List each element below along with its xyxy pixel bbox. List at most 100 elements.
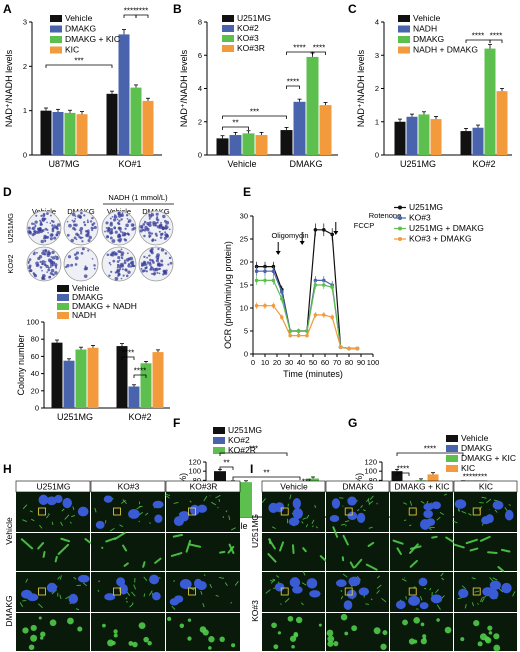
x-tick-label: 50 (309, 358, 317, 367)
mitochondria-strand (301, 521, 304, 524)
culture-well (138, 210, 174, 246)
colony-dot (160, 248, 165, 252)
mitochondria-strand (356, 508, 360, 512)
significance-label: **** (475, 473, 487, 482)
bar-dmakg-1 (128, 386, 140, 408)
mitochondria-strand (492, 577, 498, 581)
y-axis-label: NAD⁺/NADH levels (356, 49, 366, 127)
colony-dot (125, 258, 130, 262)
bar-nadh-0 (87, 347, 99, 408)
y-tick-label: 3 (23, 18, 27, 27)
colony-dot (71, 212, 76, 217)
mitochondria-strand (97, 589, 100, 593)
colony-dot (125, 274, 129, 278)
nucleus (348, 576, 361, 587)
bar-dmakg-0 (63, 360, 75, 408)
colony-dot (121, 231, 124, 234)
mitochondria-strand (403, 519, 407, 521)
mitochondria-strand (363, 509, 366, 512)
column-header: DMAKG + KIC (394, 482, 449, 492)
colony-dot (165, 269, 168, 272)
significance-bracket (219, 466, 234, 470)
mitochondria-strand (376, 502, 378, 505)
mitochondria-fragment (77, 626, 83, 632)
mitochondria-fragment (436, 618, 440, 622)
colony-dot (81, 247, 85, 251)
y-tick-label: 40 (31, 369, 39, 378)
colony-dot (87, 239, 91, 243)
legend-marker (398, 205, 402, 210)
colony-dot (112, 259, 116, 263)
y-axis-label: Colony number (16, 334, 26, 395)
mitochondria-strand (360, 505, 363, 509)
colony-dot (158, 230, 161, 233)
nucleus (489, 580, 501, 590)
legend-label: U251MG (409, 202, 443, 212)
mitochondria-strand (203, 495, 208, 502)
colony-dot (132, 226, 136, 230)
mitochondria-strand (173, 580, 176, 582)
colony-dot (154, 232, 158, 236)
legend-marker (398, 237, 402, 241)
colony-dot (46, 271, 49, 273)
mitochondria-fragment (444, 626, 452, 634)
colony-dot (119, 230, 122, 233)
mitochondria-fragment (344, 631, 349, 636)
colony-dot (149, 258, 152, 262)
row-label: DMAKG (4, 595, 14, 626)
colony-dot (32, 226, 36, 230)
mitochondria-strand (261, 498, 266, 503)
colony-dot (33, 273, 36, 276)
nucleus (118, 583, 128, 595)
y-tick-label: 20 (31, 386, 39, 395)
mitochondria-strand (31, 518, 35, 522)
mitochondria-strand (356, 575, 361, 581)
mitochondria-fragment (485, 637, 492, 644)
bar-vehicle-1 (460, 131, 472, 155)
mitochondria-fragment (128, 641, 134, 646)
colony-dot (73, 228, 77, 231)
mitochondria-strand (164, 494, 170, 499)
nucleus (309, 590, 321, 598)
micrograph (166, 572, 240, 612)
mitochondria-fragment (40, 636, 44, 640)
colony-dot (162, 214, 166, 219)
mitochondria-tubule (142, 561, 146, 568)
colony-dot (140, 267, 143, 270)
colony-dot (125, 213, 129, 217)
mitochondria-fragment (22, 627, 29, 634)
nucleus (77, 506, 89, 517)
colony-dot (41, 260, 46, 264)
colony-dot (44, 260, 47, 263)
row-label: KO#3 (250, 600, 260, 622)
nucleus (128, 509, 140, 519)
colony-dot (52, 264, 54, 267)
colony-dot (146, 256, 149, 259)
category-label: DMAKG (289, 159, 322, 169)
colony-dot (40, 221, 43, 224)
y-tick-label: 0 (23, 151, 27, 160)
colony-dot (164, 252, 168, 255)
mitochondria-tubule (227, 545, 235, 554)
colony-dot (37, 256, 41, 261)
nucleus (347, 496, 357, 506)
bar-ko-2-0 (229, 135, 242, 155)
colony-dot (121, 233, 125, 237)
colony-dot (121, 212, 124, 214)
colony-dot (48, 251, 52, 256)
mitochondria-tubule (185, 539, 192, 553)
bar-dmakg-0 (418, 114, 430, 155)
mitochondria-strand (171, 605, 176, 610)
mitochondria-tubule (302, 547, 307, 553)
colony-dot (42, 212, 46, 216)
bar-ko-3r-1 (319, 105, 332, 155)
zoom-box (344, 507, 353, 516)
colony-dot (132, 224, 135, 227)
significance-bracket (121, 356, 135, 360)
mitochondria-strand (209, 583, 213, 588)
y-tick-label: 15 (240, 281, 248, 290)
nucleus (292, 498, 301, 509)
mitochondria-strand (25, 578, 29, 583)
